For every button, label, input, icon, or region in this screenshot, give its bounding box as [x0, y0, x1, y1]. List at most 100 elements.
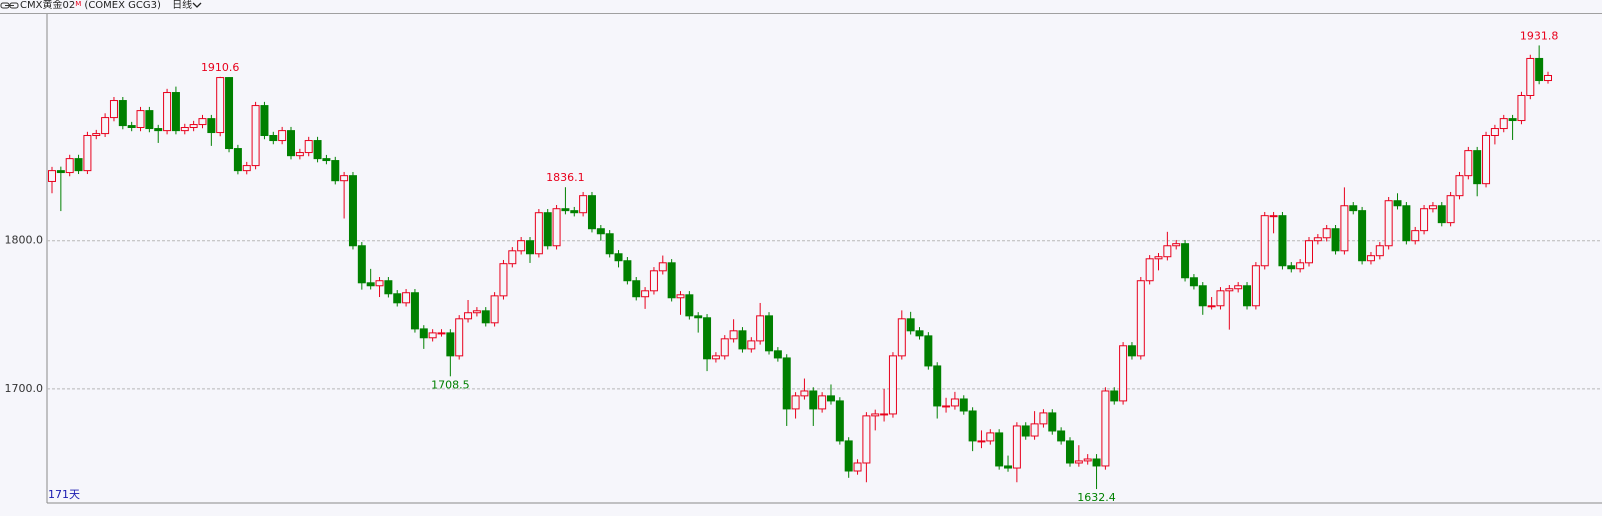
candle-body — [552, 208, 561, 247]
candle-body — [995, 432, 1004, 467]
candle-body — [703, 317, 712, 360]
candle-body — [127, 125, 136, 129]
candle-body — [809, 390, 818, 410]
candle-body — [570, 210, 579, 214]
low-label: 1632.4 — [1077, 491, 1116, 504]
candle-body — [632, 280, 641, 298]
candle-body — [1366, 255, 1375, 262]
candle-body — [419, 328, 428, 339]
low-label: 1708.5 — [431, 378, 470, 391]
candle-body — [428, 332, 437, 339]
candle-body — [1207, 305, 1216, 308]
symbol-badge: M — [75, 0, 82, 8]
candle-body — [1030, 423, 1039, 437]
candle-body — [543, 212, 552, 247]
candle-body — [109, 100, 118, 119]
y-tick-label: 1700.0 — [5, 382, 44, 395]
candle-body — [1544, 74, 1552, 82]
candle-body — [641, 290, 650, 298]
candle-body — [773, 350, 782, 359]
candle-body — [136, 110, 145, 129]
candle-body — [1393, 200, 1402, 207]
candle-body — [375, 280, 384, 287]
candle-body — [48, 170, 56, 182]
candle-body — [1225, 288, 1234, 292]
candle-body — [1172, 243, 1181, 247]
candle-body — [1428, 205, 1437, 210]
candle-body — [791, 395, 800, 410]
candle-body — [1508, 118, 1517, 122]
candle-body — [1349, 205, 1358, 212]
candle-body — [366, 282, 375, 287]
candle-body — [1455, 175, 1464, 197]
candle-body — [800, 390, 809, 397]
candle-body — [897, 318, 906, 357]
candle-body — [1375, 245, 1384, 257]
candle-body — [959, 398, 968, 412]
high-label: 1836.1 — [546, 171, 585, 184]
candle-body — [101, 117, 110, 135]
candle-body — [711, 355, 720, 360]
candle-body — [295, 152, 304, 157]
candle-body — [835, 400, 844, 442]
candle-body — [729, 330, 738, 340]
candle-body — [1083, 458, 1092, 462]
candle-body — [287, 130, 296, 157]
candle-body — [968, 410, 977, 442]
candle-body — [694, 315, 703, 319]
candle-body — [623, 260, 632, 282]
candle-body — [1517, 95, 1526, 122]
candle-body — [1340, 205, 1349, 252]
candle-body — [1057, 430, 1066, 442]
candle-body — [1384, 200, 1393, 247]
candle-body — [499, 263, 508, 297]
candle-body — [1189, 277, 1198, 287]
candle-body — [242, 165, 251, 172]
candle-body — [357, 245, 366, 284]
candle-body — [667, 262, 676, 299]
candle-body — [384, 280, 393, 295]
candle-body — [977, 440, 986, 443]
candle-body — [1065, 440, 1074, 464]
candle-body — [1004, 465, 1013, 469]
candle-body — [924, 335, 933, 367]
header-bar: CMX黄金02M (COMEX GCG3) 日线 — [0, 0, 1602, 14]
candle-body — [747, 340, 756, 350]
candle-body — [888, 355, 897, 415]
candle-body — [1473, 150, 1482, 185]
candle-body — [1437, 205, 1446, 224]
high-label: 1931.8 — [1520, 29, 1559, 42]
candle-body — [92, 133, 101, 137]
candle-body — [313, 140, 322, 160]
candle-body — [579, 195, 588, 214]
candle-body — [526, 240, 535, 255]
candle-body — [765, 315, 774, 352]
candle-body — [986, 432, 995, 442]
candle-body — [596, 228, 605, 235]
days-label: 171天 — [48, 488, 80, 501]
candle-body — [490, 295, 499, 324]
period-selector[interactable]: 日线 — [172, 0, 202, 11]
candle-body — [437, 332, 446, 335]
candle-body — [1464, 150, 1473, 177]
candle-body — [455, 318, 464, 357]
candle-body — [1198, 285, 1207, 307]
candle-body — [278, 130, 287, 142]
candle-body — [933, 365, 942, 407]
candle-body — [83, 135, 92, 172]
candle-body — [163, 92, 172, 132]
candle-body — [1216, 290, 1225, 307]
candle-body — [464, 312, 473, 320]
candle-body — [1313, 237, 1322, 242]
candle-body — [393, 293, 402, 304]
candle-body — [1074, 460, 1083, 464]
candle-body — [1101, 390, 1110, 467]
candle-body — [534, 212, 543, 255]
candle-body — [1127, 345, 1136, 357]
candle-body — [853, 462, 862, 472]
high-label: 1910.6 — [201, 61, 240, 74]
candle-body — [517, 240, 526, 252]
candle-body — [348, 175, 357, 247]
candle-body — [481, 310, 490, 324]
candle-body — [1535, 57, 1544, 82]
